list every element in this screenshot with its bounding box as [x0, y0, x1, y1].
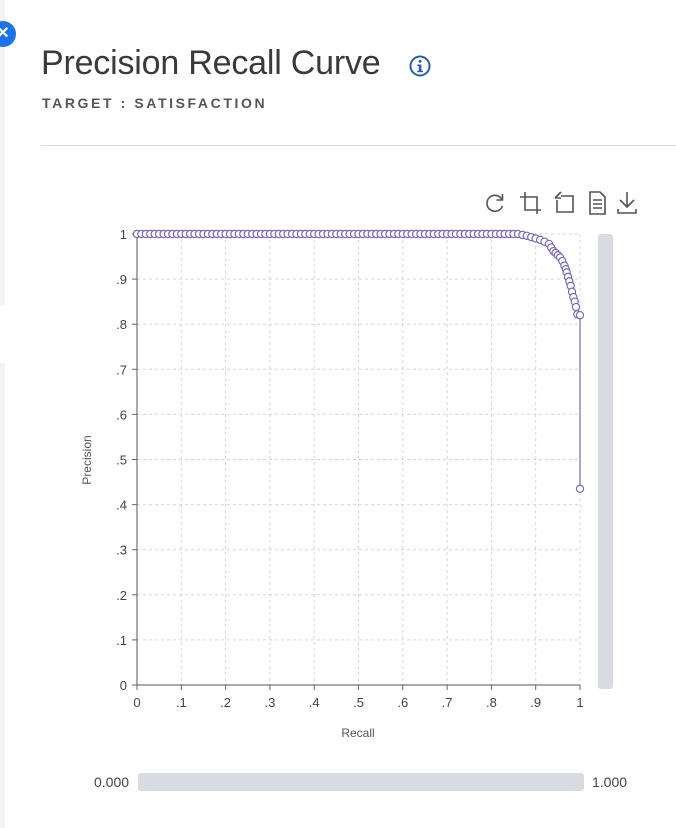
y-tick-label: .7	[116, 362, 127, 377]
close-icon[interactable]: ✕	[0, 21, 16, 47]
y-tick-label: .2	[116, 588, 127, 603]
x-tick-label: .6	[397, 695, 408, 710]
x-range-min: 0.000	[94, 774, 130, 790]
page-title: Precision Recall Curve	[41, 44, 381, 82]
data-view-icon[interactable]	[585, 190, 609, 216]
x-range-max: 1.000	[592, 774, 628, 790]
crop-icon[interactable]	[519, 190, 543, 216]
chart-ticks: 0 .1 .2 .3 .4 .5 .6 .7 .8 .9 1 0 .1 .2 .3 .4 .5 .6 .7 .8 .9 1	[116, 227, 583, 710]
x-tick-label: .4	[309, 695, 320, 710]
pr-curve-chart: 0 .1 .2 .3 .4 .5 .6 .7 .8 .9 1 0 .1 .2 .3 .4 .5 .6 .7 .8 .9 1…	[80, 227, 585, 740]
y-tick-label: 0	[120, 678, 127, 693]
x-tick-label: 1	[576, 695, 583, 710]
panel-left-edge	[0, 0, 5, 828]
y-axis-label: Precision	[80, 435, 94, 484]
y-tick-label: .6	[116, 407, 127, 422]
target-subtitle: TARGET : SATISFACTION	[42, 95, 268, 111]
y-tick-label: .1	[116, 633, 127, 648]
info-icon[interactable]	[409, 55, 431, 77]
x-tick-label: 0	[133, 695, 140, 710]
refresh-icon[interactable]	[483, 190, 507, 216]
y-tick-label: .3	[116, 543, 127, 558]
x-tick-label: .1	[176, 695, 187, 710]
data-point	[575, 484, 585, 494]
y-tick-label: 1	[120, 227, 127, 242]
data-point	[571, 302, 581, 312]
x-axis-label: Recall	[341, 726, 374, 740]
y-tick-label: .4	[116, 498, 127, 513]
x-tick-label: .7	[442, 695, 453, 710]
x-tick-label: .3	[264, 695, 275, 710]
y-tick-label: .8	[116, 317, 127, 332]
download-icon[interactable]	[615, 190, 639, 216]
undo-zoom-icon[interactable]	[553, 190, 577, 216]
y-tick-label: .5	[116, 453, 127, 468]
pr-series	[132, 229, 585, 494]
chart-grid	[137, 233, 581, 685]
x-tick-label: .9	[530, 695, 541, 710]
chart-toolbar	[483, 190, 643, 216]
x-tick-label: .2	[220, 695, 231, 710]
x-zoom-slider[interactable]	[138, 773, 584, 791]
y-tick-label: .9	[116, 272, 127, 287]
y-zoom-slider[interactable]	[598, 234, 613, 689]
panel-left-gap	[0, 305, 5, 363]
header-divider	[41, 145, 676, 146]
x-tick-label: .5	[353, 695, 364, 710]
x-tick-label: .8	[486, 695, 497, 710]
data-point	[575, 310, 585, 320]
